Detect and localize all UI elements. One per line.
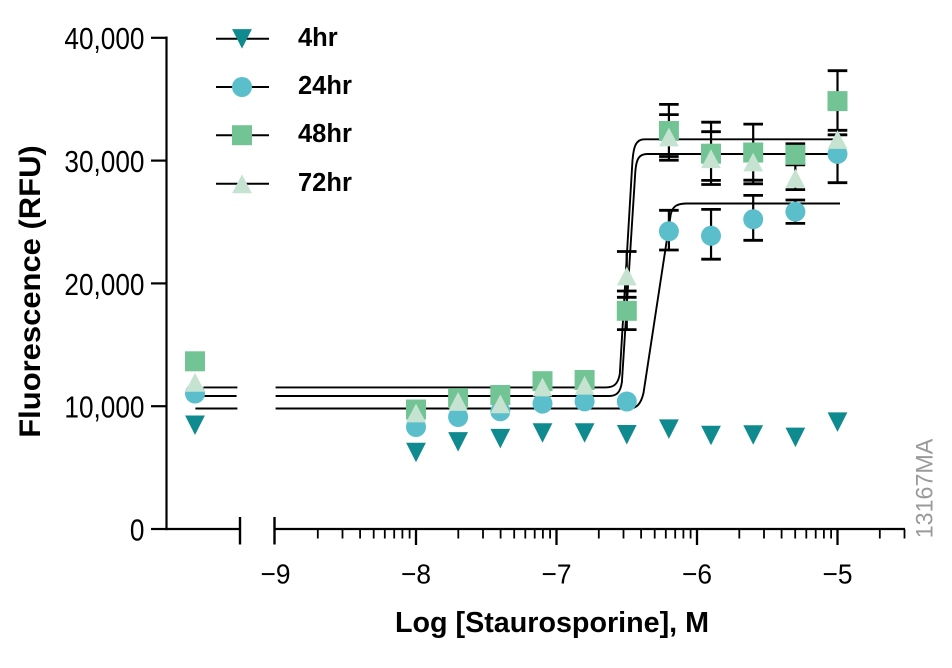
svg-text:48hr: 48hr [298,120,352,148]
svg-text:−7: −7 [542,558,572,590]
svg-text:0: 0 [130,513,145,548]
svg-text:20,000: 20,000 [64,268,144,303]
svg-text:10,000: 10,000 [64,391,144,426]
svg-text:24hr: 24hr [298,72,352,100]
svg-text:−8: −8 [401,558,431,590]
svg-text:−5: −5 [823,558,853,590]
svg-text:−9: −9 [261,558,291,590]
svg-text:4hr: 4hr [298,24,338,52]
svg-text:Fluorescence (RFU): Fluorescence (RFU) [15,145,47,437]
svg-text:13167MA: 13167MA [912,438,938,538]
svg-text:Log [Staurosporine], M: Log [Staurosporine], M [395,607,709,639]
svg-text:40,000: 40,000 [64,22,144,57]
svg-text:30,000: 30,000 [64,145,144,180]
svg-text:72hr: 72hr [298,169,352,197]
svg-text:−6: −6 [682,558,712,590]
